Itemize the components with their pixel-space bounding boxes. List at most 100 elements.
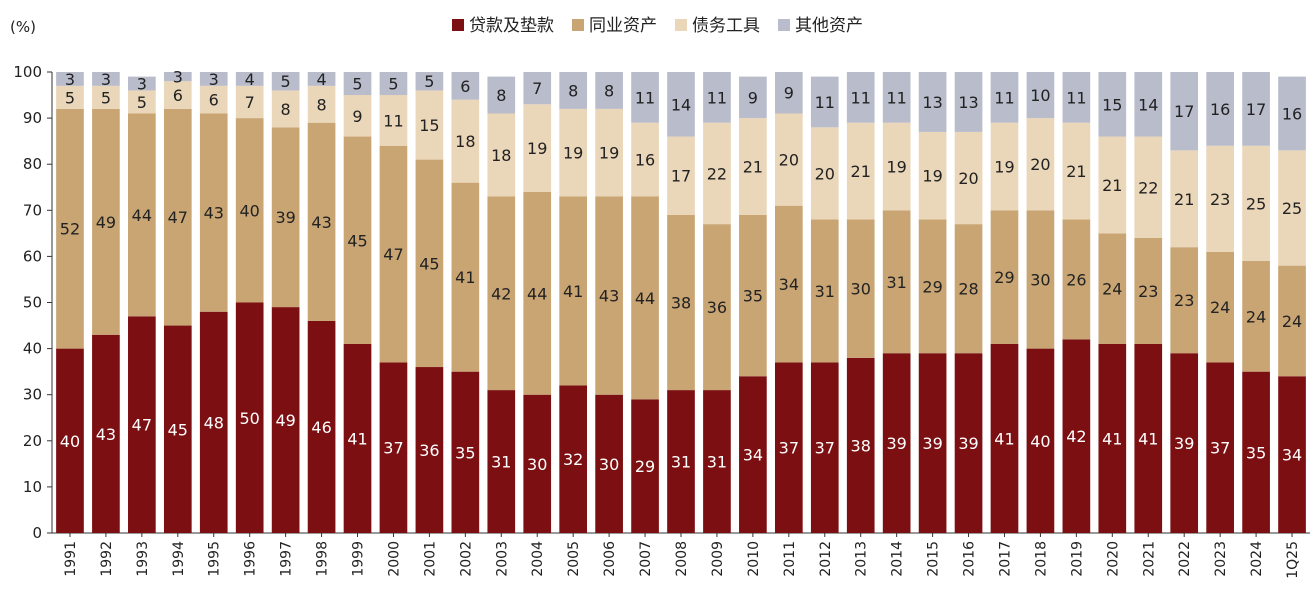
bar-segment [990, 343, 1019, 533]
data-label: 38 [851, 436, 871, 455]
bar-segment [918, 353, 947, 533]
data-label: 17 [1246, 100, 1266, 119]
bar-segment [595, 72, 623, 109]
y-tick-label: 60 [23, 247, 42, 265]
x-tick-label: 2023 [1213, 541, 1229, 577]
x-tick-label: 2021 [1141, 541, 1157, 577]
x-tick-label: 2012 [818, 541, 834, 577]
bar-segment [990, 210, 1019, 344]
bar-segment [128, 113, 156, 317]
bar-segment [1098, 72, 1127, 137]
bar-segment [163, 108, 192, 326]
bar-segment [128, 316, 156, 533]
bar-segment [846, 122, 875, 220]
data-label: 8 [281, 100, 291, 119]
data-label: 36 [707, 298, 727, 317]
bar-segment [56, 108, 84, 349]
bar-stack-2009: 31 36 22 11 [703, 72, 731, 533]
bar-segment [667, 72, 695, 137]
y-tick-label: 10 [23, 478, 42, 496]
data-label: 49 [96, 213, 116, 232]
data-label: 39 [922, 434, 942, 453]
data-label: 21 [743, 158, 763, 177]
legend-label: 其他资产 [795, 16, 863, 36]
data-label: 19 [886, 158, 906, 177]
bar-stack-2006: 30 43 19 8 [595, 72, 623, 533]
data-label: 22 [1138, 178, 1158, 197]
data-label: 24 [1282, 312, 1302, 331]
bar-segment [92, 334, 120, 533]
data-label: 44 [527, 284, 547, 303]
bar-segment [235, 302, 264, 533]
x-tick-label: 1999 [351, 541, 367, 577]
bar-stack-2008: 31 38 17 14 [667, 72, 695, 533]
bar-segment [595, 108, 623, 197]
data-label: 15 [1102, 95, 1122, 114]
bar-segment [739, 118, 767, 215]
data-label: 44 [132, 206, 152, 225]
data-label: 24 [1210, 298, 1230, 317]
bar-segment [487, 76, 516, 114]
data-label: 9 [784, 84, 794, 103]
data-label: 7 [532, 79, 542, 98]
data-label: 11 [707, 88, 727, 107]
data-label: 16 [1282, 104, 1302, 123]
data-label: 41 [994, 429, 1014, 448]
x-tick-label: 2019 [1069, 541, 1085, 577]
bar-segment [559, 385, 588, 533]
bar-segment [703, 224, 731, 391]
bar-segment [774, 362, 803, 533]
data-label: 5 [101, 88, 111, 107]
y-tick-label: 100 [13, 63, 42, 81]
data-label: 40 [240, 201, 260, 220]
data-label: 37 [815, 439, 835, 458]
x-tick-label: 1998 [315, 541, 331, 577]
data-label: 37 [1210, 439, 1230, 458]
y-tick-label: 80 [23, 155, 42, 173]
x-tick-label: 2014 [890, 541, 906, 577]
data-label: 17 [1174, 102, 1194, 121]
bar-segment [810, 219, 839, 363]
data-label: 45 [347, 231, 367, 250]
bar-segment [810, 127, 839, 220]
data-label: 35 [743, 287, 763, 306]
data-label: 29 [994, 268, 1014, 287]
bar-stack-2020: 41 24 21 15 [1098, 72, 1127, 533]
bar-segment [703, 390, 731, 533]
bar-stack-2002: 35 41 18 6 [451, 72, 480, 533]
data-label: 30 [527, 455, 547, 474]
bar-segment [343, 72, 372, 96]
bar-segment [415, 367, 444, 533]
bar-segment [415, 90, 444, 160]
x-tick-label: 2004 [530, 541, 546, 577]
x-tick-label: 1992 [99, 541, 115, 577]
x-tick-label: 2013 [854, 541, 870, 577]
data-label: 25 [1246, 194, 1266, 213]
bar-segment [523, 394, 552, 533]
bar-stack-1996: 50 40 7 4 [235, 70, 264, 533]
data-label: 11 [383, 111, 403, 130]
y-tick-label: 50 [23, 294, 42, 312]
bar-stack-2019: 42 26 21 11 [1062, 72, 1091, 533]
bar-segment [703, 72, 731, 123]
x-tick-label: 1995 [207, 541, 223, 577]
data-label: 10 [1030, 86, 1050, 105]
x-tick-label: 1991 [63, 541, 79, 577]
bar-segment [1278, 76, 1306, 151]
data-label: 39 [1174, 434, 1194, 453]
legend-swatch [675, 19, 687, 31]
data-label: 43 [204, 204, 224, 223]
legend-label: 同业资产 [589, 16, 657, 36]
x-tick-label: 2003 [494, 541, 510, 577]
data-label: 44 [635, 289, 655, 308]
x-tick-label: 2007 [638, 541, 654, 577]
bar-segment [451, 371, 480, 533]
legend-item: 同业资产 [572, 16, 657, 36]
bar-segment [451, 182, 480, 372]
x-tick-label: 1Q25 [1285, 541, 1301, 579]
bar-segment [1026, 348, 1055, 533]
bar-stack-1995: 48 43 6 3 [199, 70, 228, 533]
data-label: 43 [599, 287, 619, 306]
bar-segment [667, 136, 695, 215]
data-label: 19 [599, 144, 619, 163]
